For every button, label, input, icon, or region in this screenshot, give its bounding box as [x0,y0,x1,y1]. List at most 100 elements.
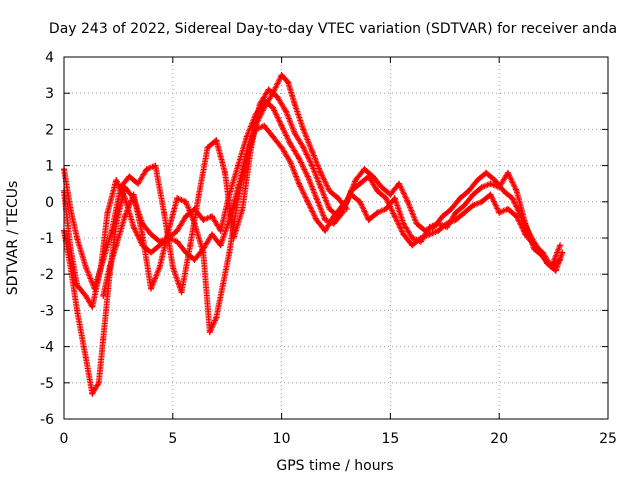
data-point [478,198,485,205]
data-point [269,133,276,140]
data-point [187,242,194,249]
data-point [309,162,316,169]
data-point [121,213,128,220]
series-trace-4 [100,72,350,336]
plot-border [63,56,609,420]
data-point [243,133,250,140]
data-point [478,184,485,191]
data-point [356,198,363,205]
axis-ticks: 0 5 10 15 20 25 -6 -5 -4 -3 -2 -1 0 1 2 3 4 [40,50,617,447]
data-point [296,180,303,187]
data-point [82,292,89,299]
data-point [513,187,520,194]
data-point [500,187,507,194]
data-point [208,213,215,220]
data-point [300,126,307,133]
data-point [213,314,220,321]
data-point [178,289,185,296]
data-point [100,336,107,343]
series-marks [61,97,563,397]
data-point [470,202,477,209]
data-point [217,227,224,234]
data-point [165,227,172,234]
data-point [134,180,141,187]
data-point [282,108,289,115]
data-point [526,231,533,238]
data-point [274,93,281,100]
data-point [130,191,137,198]
data-point [322,216,329,223]
data-point [465,187,472,194]
data-point [383,195,390,202]
y-tick-label: -5 [40,376,54,392]
data-point [557,242,564,249]
data-point [391,213,398,220]
data-point [219,282,226,289]
data-point [126,173,133,180]
data-point [261,104,268,111]
y-tick-label: -3 [40,303,54,319]
data-point [517,213,524,220]
data-point [426,231,433,238]
data-point [213,137,220,144]
data-point [461,202,468,209]
data-point [378,184,385,191]
data-point [182,213,189,220]
data-point [74,307,81,314]
data-point [174,227,181,234]
data-point [309,148,316,155]
data-point [559,249,566,256]
data-point [422,227,429,234]
data-point [143,166,150,173]
data-point [226,249,233,256]
data-point [82,354,89,361]
data-point [313,195,320,202]
data-point [200,216,207,223]
data-point [113,177,120,184]
data-point [391,195,398,202]
data-point [356,180,363,187]
data-point [287,140,294,147]
data-point [208,231,215,238]
data-point [113,242,120,249]
y-tick-label: -4 [40,340,54,356]
data-point [387,191,394,198]
data-point [200,249,207,256]
data-point [148,249,155,256]
data-point [148,285,155,292]
data-point [374,187,381,194]
y-axis-label: SDTVAR / TECUs [5,181,21,296]
data-point [413,220,420,227]
data-point [300,144,307,151]
data-point [317,169,324,176]
data-point [252,122,259,129]
data-point [304,173,311,180]
data-point [104,209,111,216]
data-point [152,162,159,169]
data-point [435,227,442,234]
data-point [430,224,437,231]
data-point [265,86,272,93]
data-point [278,72,285,79]
y-tick-label: 4 [45,50,54,66]
data-point [285,79,292,86]
data-point [504,169,511,176]
grid [64,57,608,419]
data-point [74,282,81,289]
data-point [304,198,311,205]
data-point [161,209,168,216]
data-point [474,177,481,184]
data-point [243,155,250,162]
data-point [235,162,242,169]
data-point [139,231,146,238]
data-point [369,173,376,180]
data-point [130,224,137,231]
data-point [496,209,503,216]
data-point [174,238,181,245]
y-tick-label: 1 [45,159,54,175]
data-point [95,379,102,386]
data-point [239,206,246,213]
data-point [535,245,542,252]
data-point [291,101,298,108]
data-point [361,166,368,173]
